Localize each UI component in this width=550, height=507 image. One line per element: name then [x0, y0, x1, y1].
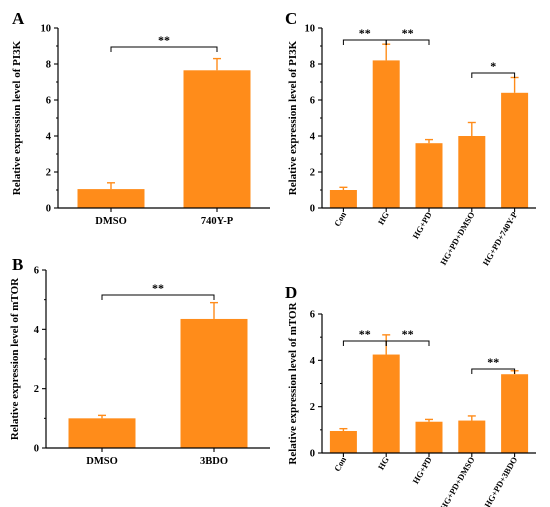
y-axis-title: Relative expression level of mTOR [9, 277, 21, 440]
category-label: HG+PD [410, 455, 433, 485]
significance-bracket [110, 46, 218, 52]
bar-1 [329, 190, 357, 208]
y-tick-label: 6 [46, 96, 51, 107]
y-tick-label: 0 [46, 204, 51, 215]
category-label: HG [376, 455, 391, 472]
significance-bracket [342, 340, 387, 346]
category-label: Con [332, 455, 348, 473]
y-tick-label: 0 [310, 204, 315, 215]
significance-label: ** [158, 33, 170, 47]
category-label: HG [376, 210, 391, 227]
y-tick-label: 6 [310, 310, 315, 321]
bar-4 [458, 420, 486, 453]
category-label: DMSO [95, 216, 127, 227]
category-label: HG+PD+3BDO [482, 455, 519, 507]
bar-3 [415, 421, 443, 453]
significance-label: ** [152, 281, 164, 295]
category-label: HG+PD+740Y-P [480, 210, 519, 267]
y-tick-label: 6 [310, 96, 315, 107]
panel-letter: C [285, 9, 297, 28]
category-label: 3BDO [200, 456, 228, 467]
significance-bracket [471, 72, 516, 78]
significance-bracket [101, 294, 215, 300]
y-axis-title: Relative expression level of PI3K [11, 40, 23, 195]
panel-b: B Relative expression level of mTOR 0 2 4 6 DM… [9, 255, 270, 467]
significance-bracket [342, 39, 387, 45]
significance-bracket [471, 368, 516, 374]
significance-label: ** [402, 327, 414, 341]
y-tick-label: 4 [34, 325, 40, 336]
category-label: 740Y-P [201, 216, 234, 227]
y-tick-label: 10 [305, 24, 316, 35]
significance-bracket [385, 340, 430, 346]
bar-3 [415, 143, 443, 208]
bar-1 [329, 430, 357, 453]
panel-c: C Relative expression level of PI3K 0 2 4 6 8 1… [285, 9, 536, 267]
bar-2 [372, 60, 400, 209]
y-tick-label: 6 [34, 266, 39, 277]
y-tick-label: 2 [46, 168, 51, 179]
y-tick-label: 0 [310, 449, 315, 460]
category-label: Con [332, 210, 348, 228]
y-tick-label: 2 [310, 402, 315, 413]
y-axis-title: Relative expression level of mTOR [287, 301, 299, 464]
bar-2 [372, 354, 400, 453]
bar-4 [458, 136, 486, 208]
significance-label: ** [487, 355, 499, 369]
panel-letter: B [12, 255, 23, 274]
significance-label: ** [402, 26, 414, 40]
bar-2 [183, 70, 251, 208]
y-tick-label: 10 [41, 24, 52, 35]
category-label: DMSO [86, 456, 118, 467]
category-label: HG+PD+DMSO [438, 455, 477, 507]
bar-1 [68, 418, 136, 448]
panel-letter: A [12, 9, 25, 28]
significance-label: ** [359, 26, 371, 40]
panel-letter: D [285, 283, 297, 302]
significance-label: ** [359, 327, 371, 341]
category-label: HG+PD [410, 210, 433, 240]
bar-2 [180, 318, 248, 448]
bar-5 [501, 374, 529, 453]
y-tick-label: 4 [310, 356, 316, 367]
bar-5 [501, 92, 529, 208]
bar-1 [77, 189, 145, 208]
y-tick-label: 4 [310, 132, 316, 143]
y-tick-label: 4 [46, 132, 52, 143]
y-axis-title: Relative expression level of PI3K [287, 40, 299, 195]
significance-bracket [385, 39, 430, 45]
category-label: HG+PD+DMSO [438, 210, 477, 267]
y-tick-label: 2 [310, 168, 315, 179]
panel-a: A Relative expression level of PI3K 0 2 4 6 8 1… [11, 9, 270, 227]
y-tick-label: 0 [34, 444, 39, 455]
y-tick-label: 8 [310, 60, 315, 71]
significance-label: * [490, 59, 496, 73]
y-tick-label: 2 [34, 384, 39, 395]
y-tick-label: 8 [46, 60, 51, 71]
